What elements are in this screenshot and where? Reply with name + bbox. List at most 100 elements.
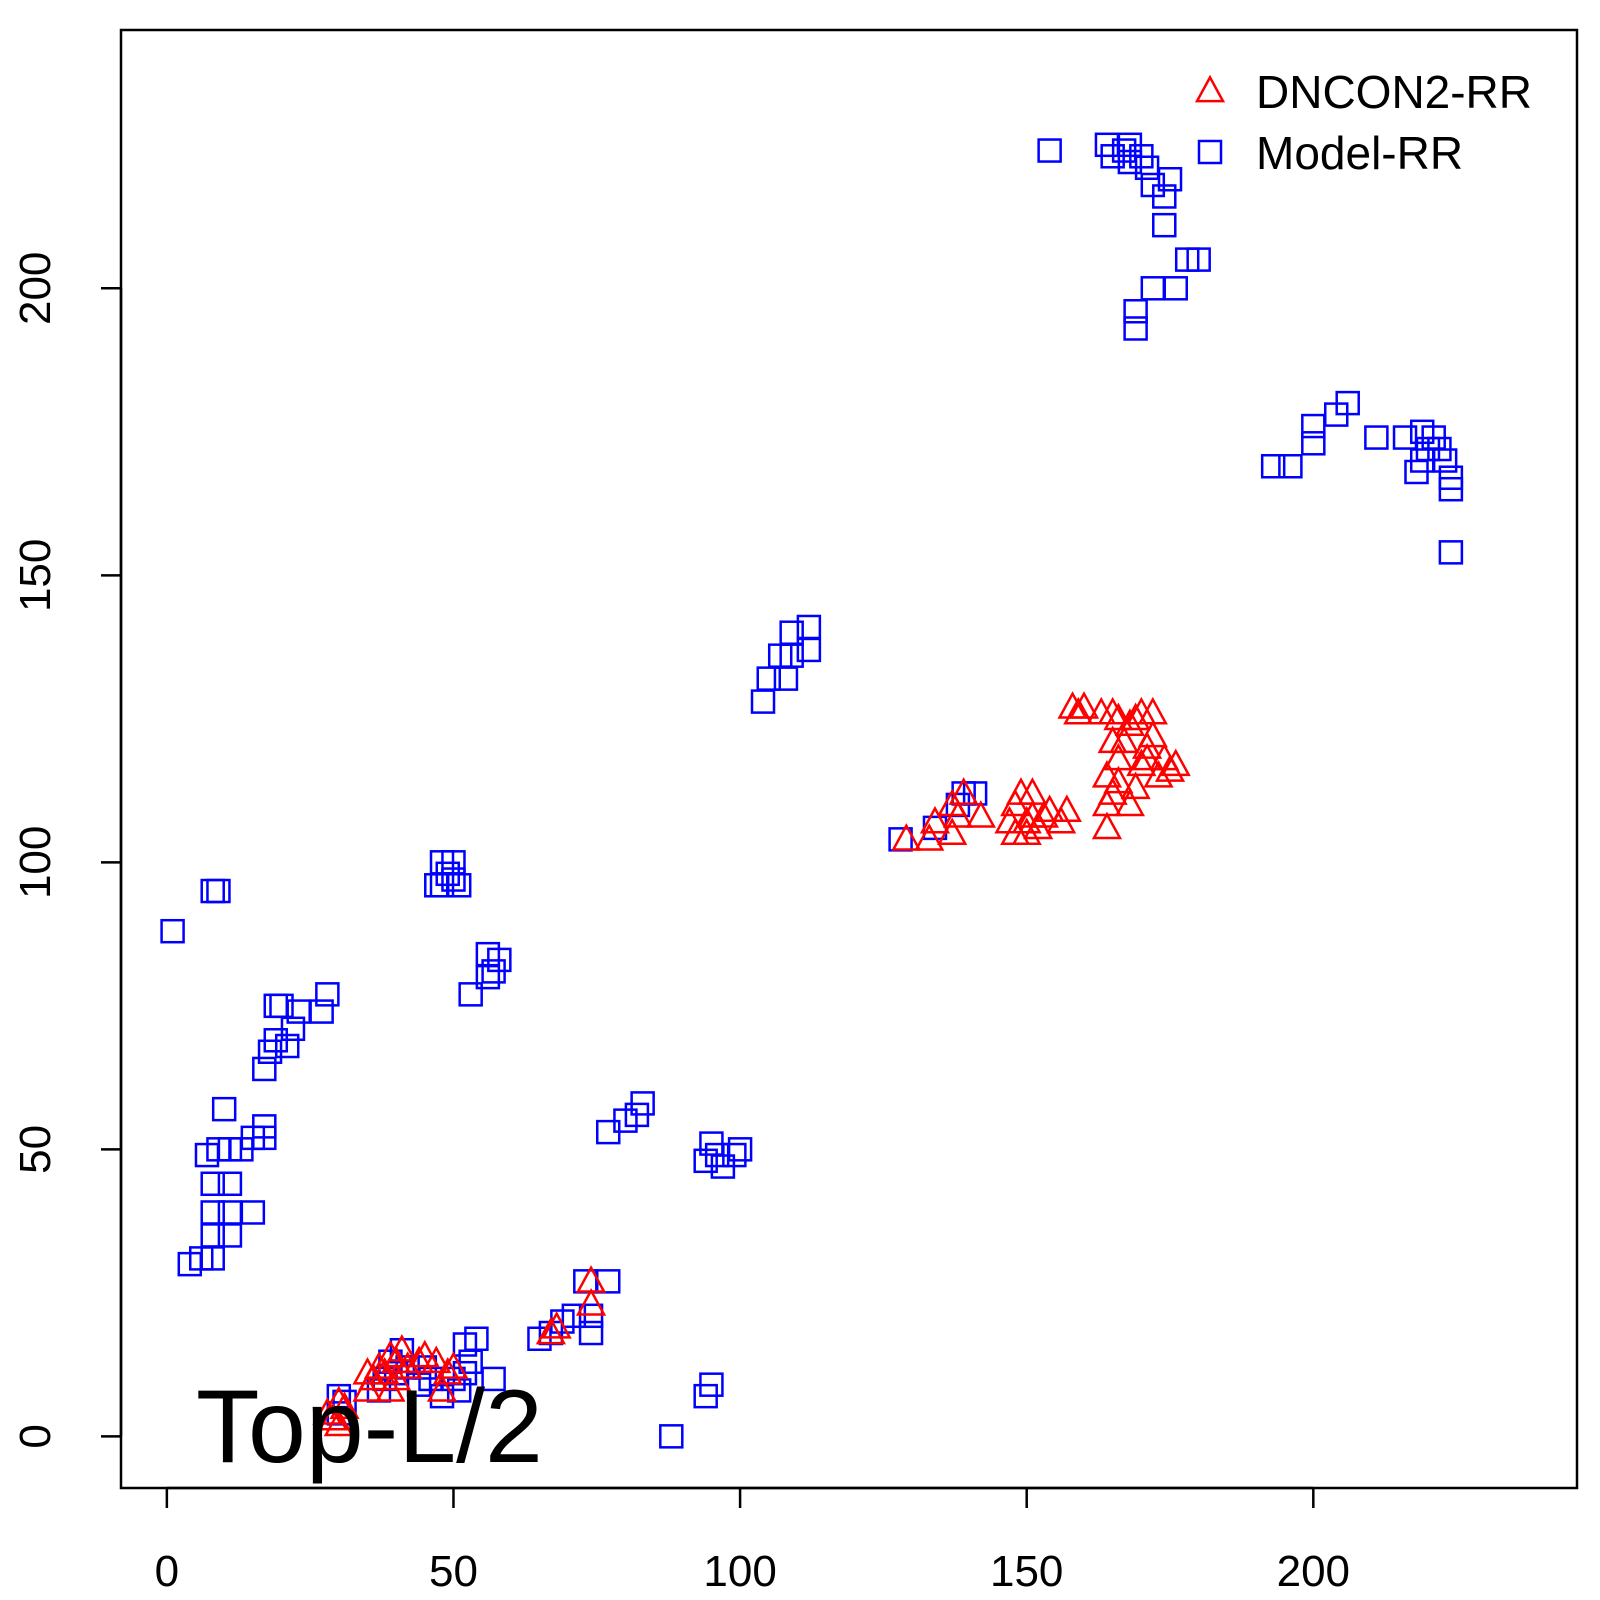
model-rr-point (1335, 390, 1360, 416)
dncon2-rr-point (323, 1408, 354, 1437)
dncon2-rr-point (1137, 719, 1168, 748)
dncon2-rr-point (1154, 754, 1186, 782)
dncon2-rr-point (1051, 794, 1082, 823)
model-rr-point (779, 620, 804, 645)
dncon2-rr-point (965, 800, 996, 828)
dncon2-rr-point (329, 1391, 360, 1420)
model-rr-point (1409, 419, 1435, 445)
dncon2-rr-point (403, 1345, 435, 1374)
model-rr-point (722, 1142, 747, 1168)
model-rr-point (630, 1091, 655, 1116)
legend-label-dncon2-rr: DNCON2-RR (1256, 66, 1532, 118)
dncon2-rr-point (1131, 742, 1163, 771)
model-rr-point (1301, 431, 1326, 456)
dncon2-rr-point (1091, 759, 1123, 788)
y-tick-label: 100 (11, 826, 60, 899)
model-rr-point (699, 1372, 724, 1397)
model-rr-point (561, 1303, 587, 1329)
dncon2-rr-point (1103, 765, 1134, 794)
dncon2-rr-point (1114, 708, 1145, 736)
model-rr-point (1438, 540, 1464, 565)
model-rr-point (309, 999, 334, 1024)
model-rr-point (200, 1200, 225, 1225)
legend: DNCON2-RR Model-RR (1194, 66, 1532, 179)
chart-annotation: Top-L/2 (196, 1369, 543, 1485)
model-rr-point (240, 1200, 266, 1225)
legend-symbol-dncon2-rr (1194, 74, 1226, 103)
model-rr-point (269, 993, 294, 1019)
dncon2-rr-point (323, 1385, 354, 1414)
x-tick-label: 200 (1277, 1547, 1350, 1596)
model-rr-point (1152, 212, 1177, 238)
model-rr-point (200, 1171, 225, 1197)
dncon2-rr-point (1068, 691, 1100, 719)
legend-square-icon (1197, 139, 1223, 165)
model-rr-point (252, 1056, 277, 1082)
dncon2-rr-point (386, 1333, 417, 1362)
model-rr-point (160, 918, 185, 944)
y-tick-label: 50 (11, 1125, 60, 1174)
model-rr-point (727, 1137, 753, 1162)
model-rr-point (475, 941, 501, 967)
model-rr-point (315, 982, 340, 1007)
legend-triangle-icon (1194, 74, 1226, 103)
model-rr-point (1163, 276, 1188, 301)
y-axis: 0 50 100 150 200 (11, 252, 123, 1449)
y-tick-label: 200 (11, 252, 60, 325)
legend-label-model-rr: Model-RR (1256, 127, 1463, 179)
model-rr-point (1123, 299, 1148, 324)
model-rr-point (1260, 454, 1286, 479)
model-rr-point (578, 1303, 604, 1329)
model-rr-point (1037, 138, 1062, 163)
dncon2-rr-point (891, 823, 922, 851)
model-rr-point (481, 1366, 506, 1392)
dncon2-rr-point (914, 823, 945, 851)
dncon2-rr-point (1137, 696, 1168, 725)
x-tick-label: 150 (990, 1547, 1063, 1596)
model-rr-point (1438, 465, 1464, 490)
model-rr-point (1140, 172, 1166, 198)
dncon2-rr-point (1034, 794, 1065, 823)
dncon2-rr-point (1114, 788, 1145, 817)
dncon2-rr-point (352, 1356, 383, 1385)
dncon2-rr-point (1126, 748, 1157, 777)
model-rr-point (1123, 316, 1148, 341)
dncon2-rr-point (1017, 777, 1048, 805)
series-model-rr (160, 132, 1464, 1449)
x-tick-label: 50 (429, 1547, 478, 1596)
dncon2-rr-point (575, 1265, 607, 1293)
dncon2-rr-point (575, 1288, 607, 1316)
x-tick-label: 100 (703, 1547, 776, 1596)
model-rr-point (796, 614, 822, 640)
model-rr-point (211, 1096, 237, 1122)
dncon2-rr-point (1103, 742, 1134, 771)
dncon2-rr-point (937, 817, 968, 846)
model-rr-point (441, 850, 466, 875)
dncon2-rr-point (541, 1311, 572, 1339)
model-rr-point (252, 1114, 277, 1139)
dncon2-rr-point (948, 777, 979, 805)
dncon2-rr-point (426, 1374, 458, 1402)
dncon2-rr-point (919, 805, 951, 834)
model-rr-point (206, 878, 231, 904)
x-tick-label: 0 (155, 1547, 179, 1596)
model-rr-point (578, 1320, 604, 1346)
dncon2-rr-point (421, 1345, 452, 1374)
model-rr-point (1117, 132, 1143, 158)
model-rr-point (458, 982, 483, 1007)
y-tick-label: 150 (11, 539, 60, 612)
model-rr-point (659, 1424, 684, 1449)
model-rr-point (274, 1033, 300, 1059)
series-dncon2-rr (312, 691, 1191, 1437)
model-rr-point (1364, 425, 1389, 450)
model-rr-point (1278, 454, 1303, 479)
dncon2-rr-point (1091, 811, 1123, 840)
legend-symbol-model-rr (1197, 139, 1223, 165)
dncon2-rr-point (1011, 817, 1042, 846)
dncon2-rr-point (1160, 748, 1191, 777)
model-rr-point (326, 1383, 352, 1409)
model-rr-point (1432, 448, 1458, 473)
dncon2-rr-point (1063, 696, 1094, 725)
